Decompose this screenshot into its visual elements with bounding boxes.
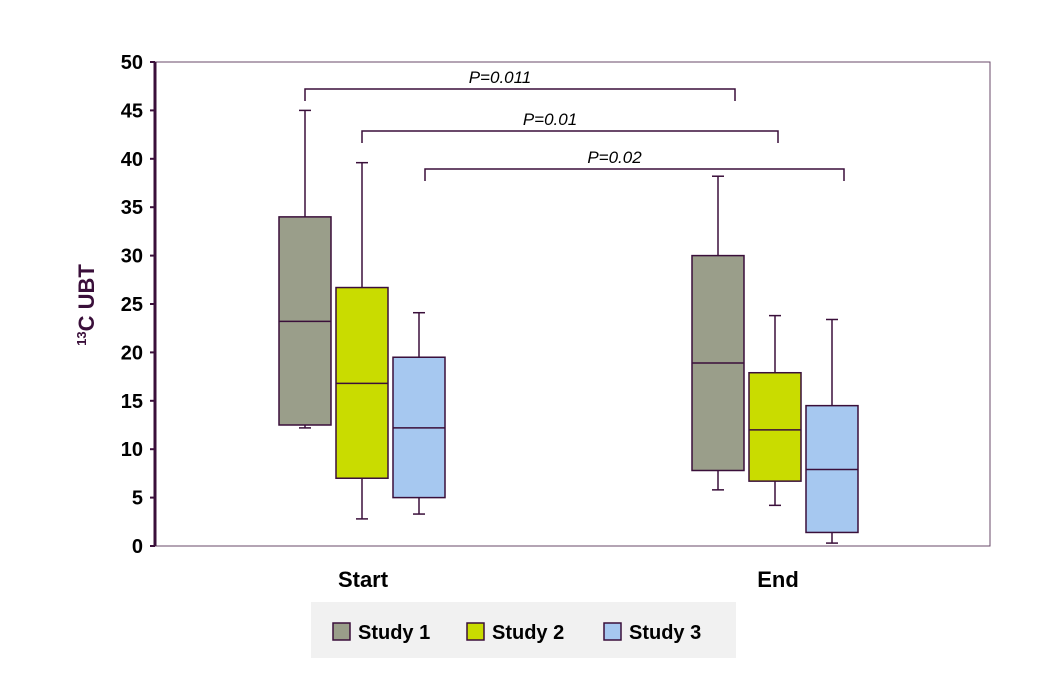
y-tick-label: 15: [121, 391, 143, 413]
box-series: [278, 109, 859, 544]
legend-background: [311, 602, 736, 658]
box-study-2-start: [335, 161, 389, 520]
box-study-2-end: [748, 314, 802, 507]
y-tick-label: 5: [132, 488, 143, 510]
p-value-label: P=0.01: [523, 110, 577, 129]
y-axis-title-superscript: 13: [74, 331, 89, 345]
p-value-label: P=0.011: [469, 68, 532, 87]
legend-swatch: [332, 622, 351, 641]
significance-bracket: P=0.01: [361, 110, 779, 143]
box-study-1-start: [278, 109, 332, 429]
bracket-line: [304, 88, 736, 101]
y-tick-label: 35: [121, 197, 143, 219]
y-tick-label: 25: [121, 294, 143, 316]
legend-entry: Study 1: [332, 622, 430, 644]
box-study-3-end: [805, 318, 859, 544]
x-category-label: End: [757, 567, 799, 592]
legend-entry: Study 3: [603, 622, 701, 644]
box-iqr: [748, 371, 802, 482]
box-study-3-start: [392, 311, 446, 515]
y-tick-label: 50: [121, 52, 143, 74]
y-axis-title-main: C UBT: [74, 264, 99, 332]
y-tick-label: 45: [121, 100, 143, 122]
significance-bracket: P=0.02: [424, 148, 845, 181]
y-tick-label: 20: [121, 342, 143, 364]
bracket-line: [361, 130, 779, 143]
legend-label: Study 3: [629, 622, 701, 644]
svg-text:13C UBT: 13C UBT: [74, 264, 99, 346]
significance-brackets: P=0.011 P=0.01 P=0.02: [304, 68, 845, 181]
y-tick-label: 30: [121, 246, 143, 268]
x-category-labels: Start End: [338, 567, 799, 592]
legend-label: Study 1: [358, 622, 430, 644]
y-tick-label: 10: [121, 439, 143, 461]
y-tick-labels: 0 5 10 15 20 25 30 35 40 45 50: [121, 52, 155, 558]
legend-swatch: [466, 622, 485, 641]
box-study-1-end: [691, 175, 745, 491]
bracket-line: [424, 168, 845, 181]
legend: Study 1 Study 2 Study 3: [311, 602, 736, 658]
y-axis-title: 13C UBT: [74, 264, 99, 346]
y-tick-label: 0: [132, 536, 143, 558]
significance-bracket: P=0.011: [304, 68, 736, 101]
legend-swatch: [603, 622, 622, 641]
x-category-label: Start: [338, 567, 389, 592]
legend-entry: Study 2: [466, 622, 564, 644]
y-tick-label: 40: [121, 149, 143, 171]
p-value-label: P=0.02: [587, 148, 642, 167]
legend-label: Study 2: [492, 622, 564, 644]
